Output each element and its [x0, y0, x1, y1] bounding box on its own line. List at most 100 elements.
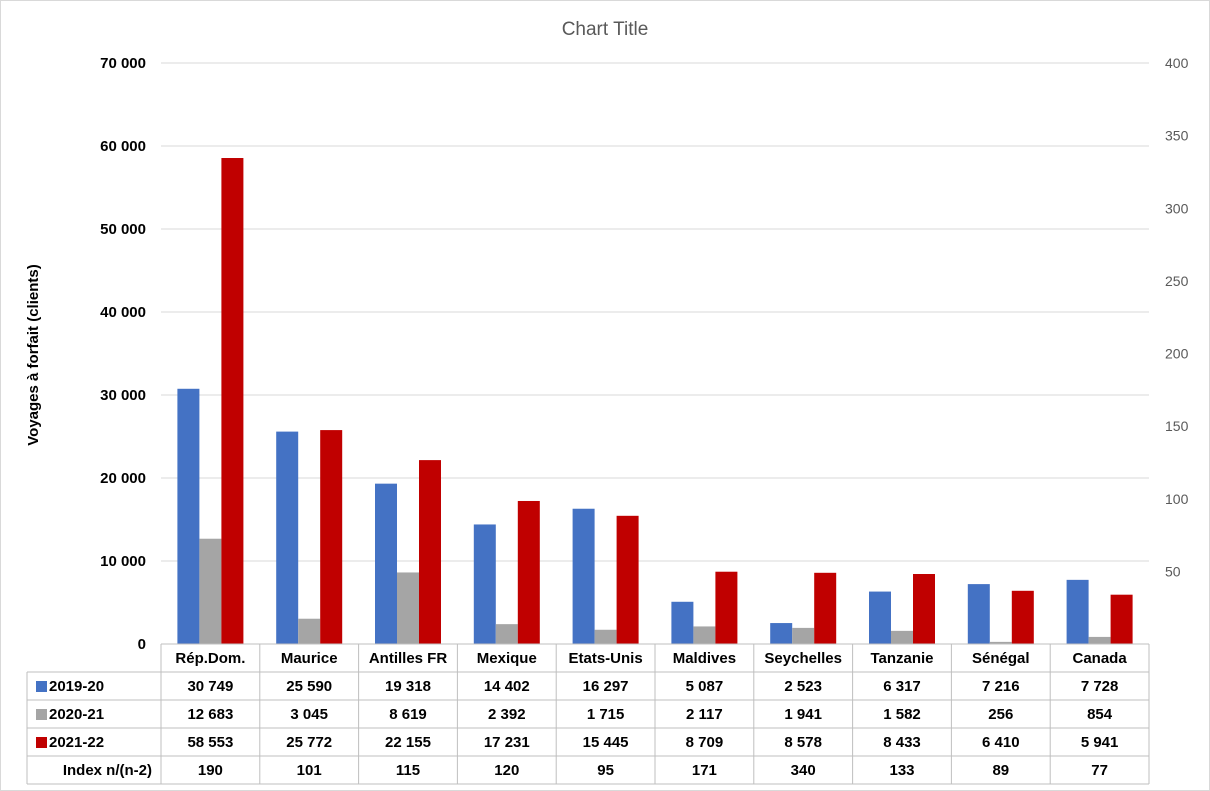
- bar-2020-21-Etats-Unis: [594, 629, 617, 644]
- bar-2021-22-Etats-Unis: [616, 515, 639, 644]
- category-label: Canada: [1073, 650, 1128, 667]
- bar-2020-21-Canada: [1088, 636, 1111, 644]
- y2-tick-label: 250: [1165, 273, 1189, 289]
- y-tick-label: 0: [138, 636, 146, 653]
- bar-2021-22-Antilles FR: [419, 460, 441, 644]
- bar-2021-22-Maurice: [320, 430, 343, 644]
- bar-2020-21-Antilles FR: [397, 572, 419, 644]
- data-table-cell: 58 553: [187, 734, 233, 751]
- bar-2021-22-Tanzanie: [913, 574, 935, 644]
- index-cell: 95: [597, 762, 614, 779]
- bar-2019-20-Antilles FR: [375, 483, 397, 644]
- bar-2021-22-Rép.Dom.: [221, 158, 244, 644]
- category-label: Sénégal: [972, 650, 1030, 667]
- data-table-cell: 7 216: [982, 678, 1020, 695]
- y2-tick-label: 400: [1165, 55, 1189, 71]
- index-cell: 120: [494, 762, 519, 779]
- bar-2019-20-Etats-Unis: [572, 508, 595, 644]
- index-cell: 89: [992, 762, 1009, 779]
- y-axis-label: Voyages à forfait (clients): [25, 264, 42, 445]
- category-label: Maurice: [281, 650, 338, 667]
- category-label: Mexique: [477, 650, 537, 667]
- category-label: Antilles FR: [369, 650, 448, 667]
- y2-tick-label: 300: [1165, 200, 1189, 216]
- category-label: Maldives: [673, 650, 736, 667]
- legend-label: 2021-22: [49, 734, 104, 751]
- bar-2020-21-Sénégal: [989, 641, 1012, 644]
- data-table-cell: 1 715: [587, 706, 625, 723]
- bar-2021-22-Seychelles: [814, 572, 837, 644]
- data-table-cell: 14 402: [484, 678, 530, 695]
- category-label: Rép.Dom.: [175, 650, 245, 667]
- y-tick-label: 40 000: [100, 304, 146, 321]
- bar-2021-22-Mexique: [517, 500, 540, 644]
- bar-2020-21-Maurice: [298, 618, 321, 644]
- legend-key-2019-20: [36, 681, 47, 692]
- y2-tick-label: 350: [1165, 128, 1189, 144]
- bar-2020-21-Seychelles: [792, 627, 815, 644]
- data-table-cell: 8 578: [784, 734, 822, 751]
- bar-2020-21-Maldives: [693, 626, 716, 644]
- bar-2019-20-Seychelles: [770, 623, 793, 644]
- data-table-cell: 854: [1087, 706, 1113, 723]
- data-table-cell: 2 523: [784, 678, 822, 695]
- index-cell: 171: [692, 762, 717, 779]
- data-table-cell: 3 045: [290, 706, 328, 723]
- y-tick-label: 30 000: [100, 387, 146, 404]
- bar-2019-20-Sénégal: [967, 584, 990, 644]
- data-table-cell: 1 582: [883, 706, 921, 723]
- legend-key-2020-21: [36, 709, 47, 720]
- y2-tick-label: 150: [1165, 418, 1189, 434]
- data-table-cell: 8 709: [686, 734, 724, 751]
- index-cell: 101: [297, 762, 322, 779]
- bar-2019-20-Tanzanie: [869, 591, 891, 644]
- data-table-cell: 2 392: [488, 706, 526, 723]
- bar-2019-20-Maldives: [671, 601, 694, 644]
- data-table-cell: 16 297: [583, 678, 629, 695]
- index-cell: 340: [791, 762, 816, 779]
- legend-label: 2020-21: [49, 706, 104, 723]
- legend-key-2021-22: [36, 737, 47, 748]
- data-table-cell: 25 772: [286, 734, 332, 751]
- data-table-cell: 7 728: [1081, 678, 1119, 695]
- y-tick-label: 70 000: [100, 55, 146, 72]
- data-table-cell: 17 231: [484, 734, 530, 751]
- index-cell: 115: [396, 762, 420, 779]
- bar-2021-22-Sénégal: [1011, 590, 1034, 644]
- y-tick-label: 50 000: [100, 221, 146, 238]
- data-table-cell: 22 155: [385, 734, 431, 751]
- y-tick-label: 10 000: [100, 553, 146, 570]
- bar-2019-20-Canada: [1066, 579, 1089, 644]
- data-table-cell: 15 445: [583, 734, 629, 751]
- y2-tick-label: 200: [1165, 346, 1189, 362]
- y-tick-label: 60 000: [100, 138, 146, 155]
- bar-2019-20-Mexique: [473, 524, 496, 644]
- category-label: Etats-Unis: [569, 650, 643, 667]
- data-table-cell: 8 619: [389, 706, 427, 723]
- category-label: Seychelles: [764, 650, 842, 667]
- bar-2019-20-Rép.Dom.: [177, 388, 200, 644]
- data-table-cell: 2 117: [686, 706, 723, 723]
- data-table-cell: 25 590: [286, 678, 332, 695]
- bar-2020-21-Mexique: [495, 624, 518, 644]
- bar-2021-22-Maldives: [715, 571, 738, 644]
- data-table-cell: 30 749: [187, 678, 233, 695]
- index-cell: 77: [1091, 762, 1108, 779]
- y-tick-label: 20 000: [100, 470, 146, 487]
- data-table-cell: 5 941: [1081, 734, 1119, 751]
- data-table-cell: 1 941: [784, 706, 822, 723]
- bar-2021-22-Canada: [1110, 594, 1133, 644]
- index-cell: 133: [889, 762, 914, 779]
- y2-tick-label: 100: [1165, 491, 1189, 507]
- data-table-cell: 5 087: [686, 678, 724, 695]
- bar-2019-20-Maurice: [276, 431, 299, 644]
- legend-label: 2019-20: [49, 678, 104, 695]
- data-table-cell: 12 683: [187, 706, 233, 723]
- data-table-cell: 8 433: [883, 734, 921, 751]
- index-cell: 190: [198, 762, 223, 779]
- y2-tick-label: 50: [1165, 563, 1181, 579]
- data-table-cell: 6 410: [982, 734, 1020, 751]
- data-table-cell: 256: [988, 706, 1013, 723]
- category-label: Tanzanie: [870, 650, 933, 667]
